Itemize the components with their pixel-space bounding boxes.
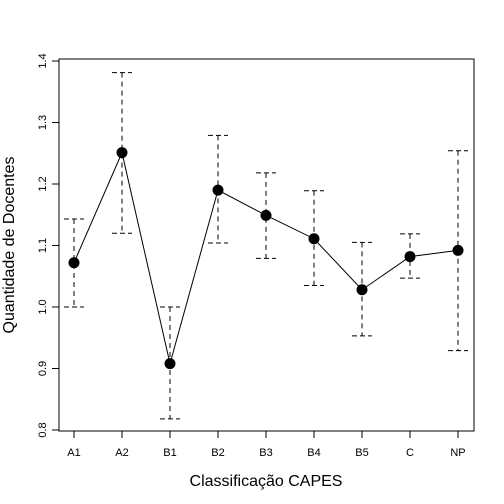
x-tick-label-A2: A2 [115,447,128,459]
data-points [68,147,464,370]
y-tick-label: 1.4 [37,53,49,68]
y-tick-label: 1.0 [37,299,49,314]
point-A1 [68,257,80,269]
x-tick-label-B5: B5 [355,447,368,459]
point-B4 [308,233,320,245]
x-axis-title: Classificação CAPES [190,473,343,490]
point-B3 [260,209,272,221]
point-B2 [212,184,224,196]
y-tick-label: 1.3 [37,115,49,130]
point-B5 [356,284,368,296]
point-B1 [164,358,176,370]
y-tick-label: 0.8 [37,422,49,437]
x-axis: A1 A2 B1 B2 B3 B4 B5 C NP [67,430,466,459]
point-NP [452,244,464,256]
x-tick-label-C: C [406,447,414,459]
y-axis: 0.8 0.9 1.0 1.1 1.2 1.3 1.4 [37,53,60,438]
error-bars [64,72,468,420]
y-axis-title: Quantidade de Docentes [1,156,18,333]
x-tick-label-B4: B4 [307,447,320,459]
x-tick-label-NP: NP [450,447,465,459]
x-tick-label-B1: B1 [163,447,176,459]
y-tick-label: 1.1 [37,238,49,253]
point-C [404,251,416,263]
x-tick-label-B2: B2 [211,447,224,459]
y-tick-label: 0.9 [37,361,49,376]
point-A2 [116,147,128,159]
x-tick-label-A1: A1 [67,447,80,459]
y-tick-label: 1.2 [37,176,49,191]
x-tick-label-B3: B3 [259,447,272,459]
